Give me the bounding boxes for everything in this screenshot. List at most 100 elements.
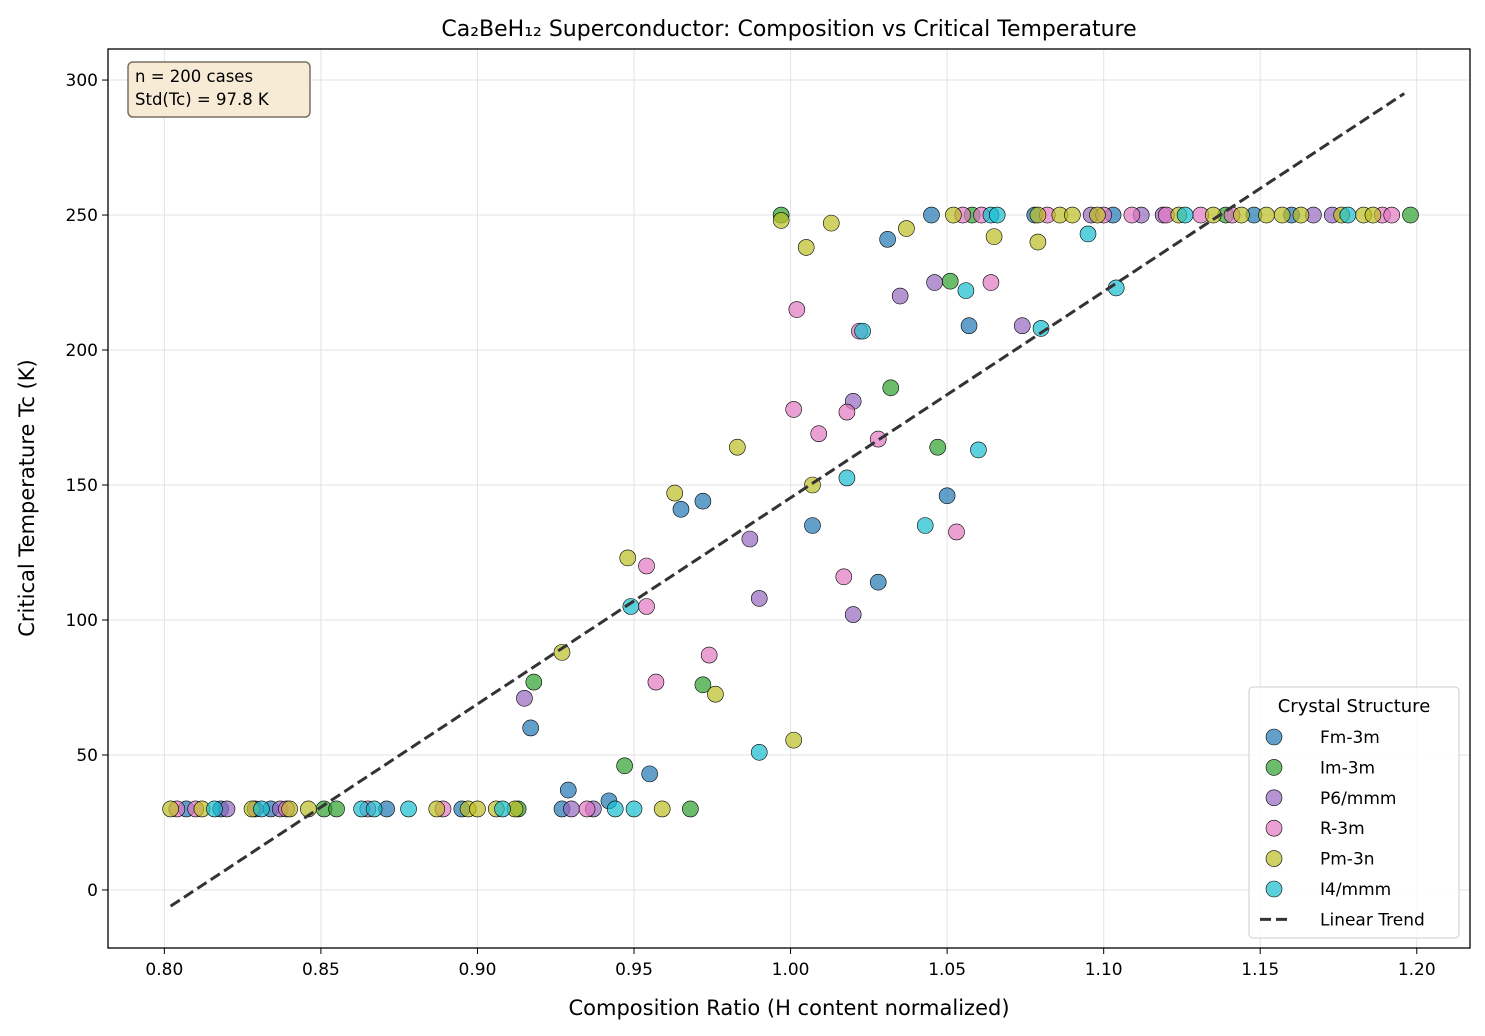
chart-title: Ca₂BeH₁₂ Superconductor: Composition vs … (441, 17, 1136, 42)
point-r-3m (700, 646, 718, 664)
point-r-3m (838, 403, 856, 421)
point-pm-3n (1064, 206, 1081, 224)
point-pm-3n (822, 214, 840, 232)
point-r-3m (1123, 206, 1141, 224)
point-fm-3m (694, 492, 712, 510)
point-i4-mmm (625, 800, 643, 818)
legend-label-im-3m: Im-3m (1320, 758, 1375, 778)
point-pm-3n (1233, 206, 1250, 224)
stats-box: n = 200 cases Std(Tc) = 97.8 K (127, 61, 311, 118)
point-pm-3n (553, 644, 571, 661)
point-pm-3n (1292, 206, 1310, 224)
point-pm-3n (281, 800, 298, 818)
linear-trend-line (169, 92, 1406, 908)
legend-marker-r-3m (1265, 819, 1283, 837)
y-tick-label: 250 (66, 206, 98, 226)
point-i4-mmm (365, 800, 383, 818)
y-axis-label: Critical Temperature Tc (K) (15, 359, 39, 636)
legend-label-p6-mmm: P6/mmm (1320, 789, 1396, 809)
y-tick-label: 50 (76, 746, 98, 766)
legend-marker-im-3m (1265, 759, 1283, 776)
point-i4-mmm (1032, 320, 1050, 337)
point-p6-mmm (516, 689, 533, 707)
x-tick-label: 0.90 (459, 960, 497, 980)
legend: Crystal Structure Fm-3m Im-3m P6/mmm R-3m Pm… (1248, 686, 1460, 939)
point-pm-3n (729, 438, 746, 456)
point-fm-3m (641, 765, 658, 783)
x-tick-label: 1.10 (1085, 960, 1123, 980)
point-i4-mmm (622, 598, 640, 615)
point-i4-mmm (400, 800, 417, 818)
point-im-3m (929, 438, 947, 456)
point-fm-3m (923, 206, 940, 224)
data-points (162, 206, 1419, 818)
x-tick-label: 0.80 (145, 960, 183, 980)
point-i4-mmm (916, 517, 934, 534)
legend-marker-pm-3n (1265, 850, 1283, 867)
point-pm-3n (785, 731, 802, 749)
legend-marker-p6-mmm (1265, 789, 1283, 807)
point-i4-mmm (1176, 206, 1194, 224)
x-tick-label: 1.20 (1398, 960, 1436, 980)
point-fm-3m (522, 719, 539, 737)
y-tick-label: 300 (66, 71, 98, 91)
point-im-3m (694, 676, 712, 694)
x-tick-label: 1.00 (772, 960, 810, 980)
point-p6-mmm (926, 274, 943, 291)
legend-label-pm-3n: Pm-3n (1320, 850, 1375, 870)
point-r-3m (982, 274, 1000, 291)
point-i4-mmm (854, 322, 871, 340)
point-fm-3m (804, 517, 821, 534)
point-p6-mmm (741, 530, 759, 548)
y-tick-label: 100 (66, 611, 98, 631)
point-i4-mmm (253, 800, 270, 818)
point-i4-mmm (1079, 225, 1097, 243)
legend-label-i4-mmm: I4/mmm (1320, 880, 1391, 900)
point-im-3m (1402, 206, 1419, 224)
point-pm-3n (653, 800, 671, 818)
point-im-3m (682, 800, 699, 818)
point-pm-3n (619, 549, 637, 567)
y-tick-label: 150 (66, 476, 98, 496)
point-i4-mmm (970, 441, 987, 459)
point-p6-mmm (844, 606, 862, 623)
point-i4-mmm (1339, 206, 1357, 224)
point-r-3m (1383, 206, 1401, 224)
point-fm-3m (879, 231, 896, 248)
point-pm-3n (666, 484, 684, 502)
point-fm-3m (559, 781, 577, 799)
point-pm-3n (898, 220, 915, 237)
point-pm-3n (1029, 206, 1047, 224)
point-fm-3m (869, 573, 887, 591)
point-p6-mmm (1013, 317, 1031, 335)
point-pm-3n (428, 800, 446, 818)
y-tick-label: 0 (87, 881, 98, 901)
y-tick-label: 200 (66, 341, 98, 361)
plot-frame (107, 48, 1471, 949)
point-pm-3n (707, 685, 724, 703)
x-tick-label: 1.05 (928, 960, 966, 980)
point-r-3m (810, 425, 828, 443)
point-r-3m (638, 598, 655, 615)
point-r-3m (785, 401, 802, 418)
stats-box-frame (127, 61, 311, 118)
point-i4-mmm (206, 800, 223, 818)
point-im-3m (882, 379, 900, 397)
legend-label-fm-3m: Fm-3m (1320, 728, 1380, 748)
point-pm-3n (772, 212, 790, 229)
point-fm-3m (960, 317, 978, 335)
point-im-3m (941, 272, 959, 290)
point-pm-3n (162, 800, 179, 818)
point-im-3m (328, 800, 345, 818)
point-r-3m (788, 301, 806, 318)
point-pm-3n (985, 228, 1003, 245)
point-r-3m (638, 557, 655, 575)
point-fm-3m (938, 487, 956, 505)
point-fm-3m (672, 500, 690, 518)
point-im-3m (616, 757, 633, 775)
point-p6-mmm (750, 590, 768, 607)
point-p6-mmm (891, 287, 909, 305)
legend-marker-i4-mmm (1265, 880, 1283, 898)
legend-label-linear-trend: Linear Trend (1320, 910, 1425, 930)
